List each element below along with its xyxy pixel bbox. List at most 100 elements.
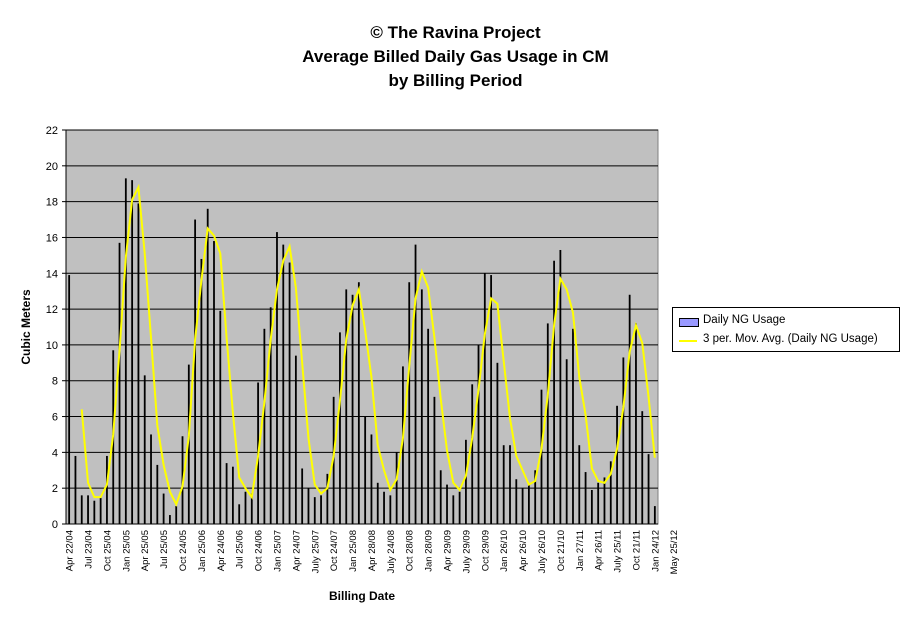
bar bbox=[515, 479, 518, 524]
bar bbox=[584, 472, 587, 524]
bar bbox=[653, 506, 656, 524]
bar bbox=[553, 260, 555, 524]
x-tick-label: Oct 24/05 bbox=[178, 530, 189, 571]
chart-title-line-2: Average Billed Daily Gas Usage in CM bbox=[302, 47, 609, 66]
bar bbox=[603, 477, 606, 524]
x-tick-label: Jan 25/08 bbox=[348, 530, 359, 572]
bar bbox=[383, 491, 385, 524]
bar bbox=[420, 289, 423, 524]
legend-label-line: 3 per. Mov. Avg. (Daily NG Usage) bbox=[703, 333, 878, 345]
x-tick-label: Oct 21/10 bbox=[556, 530, 567, 571]
x-tick-label: July 25/07 bbox=[310, 530, 321, 573]
bar bbox=[534, 470, 537, 524]
bar bbox=[452, 495, 455, 524]
bar bbox=[376, 482, 379, 524]
y-tick-label: 16 bbox=[46, 232, 58, 244]
bar bbox=[339, 332, 341, 524]
bar bbox=[483, 273, 486, 524]
x-tick-label: Oct 25/04 bbox=[102, 530, 113, 571]
bar bbox=[402, 366, 404, 524]
bar bbox=[106, 455, 108, 524]
y-tick-label: 6 bbox=[52, 412, 58, 424]
x-tick-label: Jan 27/11 bbox=[575, 530, 586, 571]
bar bbox=[490, 275, 493, 524]
x-tick-label: July 29/09 bbox=[461, 530, 472, 573]
bar bbox=[231, 466, 234, 524]
x-tick-label: Apr 22/04 bbox=[65, 530, 76, 571]
bar bbox=[527, 484, 530, 524]
bar bbox=[307, 488, 310, 524]
gridlines bbox=[66, 129, 658, 489]
y-axis-title: Cubic Meters bbox=[19, 289, 33, 365]
y-tick-label: 10 bbox=[46, 340, 58, 352]
bar bbox=[357, 282, 360, 524]
bar bbox=[131, 180, 134, 525]
bar bbox=[169, 515, 171, 524]
y-tick-label: 18 bbox=[46, 197, 58, 209]
bar bbox=[521, 488, 524, 524]
bar bbox=[477, 344, 480, 524]
x-axis-ticks: Apr 22/04 Jul 23/04 Oct 25/04 Jan 25/05 Apr … bbox=[65, 530, 681, 574]
y-axis-ticks: 0 2 4 6 8 10 12 14 16 18 20 22 bbox=[46, 125, 66, 531]
bar bbox=[439, 470, 442, 524]
bar bbox=[118, 242, 121, 524]
x-tick-label: Apr 24/06 bbox=[216, 530, 227, 571]
bar bbox=[609, 461, 612, 524]
bar bbox=[458, 491, 461, 524]
x-tick-label: Jan 28/09 bbox=[424, 530, 435, 572]
bar bbox=[263, 328, 266, 524]
bar bbox=[80, 495, 83, 524]
bar bbox=[194, 219, 197, 524]
bar bbox=[370, 434, 373, 524]
bar bbox=[250, 493, 253, 524]
bar bbox=[496, 362, 499, 524]
bar bbox=[559, 249, 562, 524]
x-tick-label: Apr 29/09 bbox=[443, 530, 454, 571]
bar bbox=[565, 359, 568, 524]
legend: Daily NG Usage 3 per. Mov. Avg. (Daily N… bbox=[672, 307, 900, 352]
x-tick-label: Oct 24/07 bbox=[329, 530, 340, 571]
bar bbox=[546, 323, 549, 524]
bar bbox=[269, 307, 272, 524]
bar bbox=[124, 178, 127, 524]
bar bbox=[351, 294, 354, 524]
chart-title-line-1: © The Ravina Project bbox=[370, 23, 541, 42]
y-tick-label: 22 bbox=[46, 125, 58, 137]
x-tick-label: Oct 24/06 bbox=[254, 530, 265, 571]
plot-area bbox=[65, 129, 659, 525]
bar bbox=[427, 328, 430, 524]
legend-swatch-bar bbox=[679, 318, 699, 327]
bar bbox=[647, 454, 650, 524]
x-tick-label: Oct 29/09 bbox=[480, 530, 491, 571]
bar bbox=[219, 310, 222, 524]
x-tick-label: Jul 25/05 bbox=[159, 530, 170, 569]
bar bbox=[187, 364, 190, 524]
x-tick-label: Apr 28/08 bbox=[367, 530, 378, 571]
x-tick-label: Oct 28/08 bbox=[405, 530, 416, 571]
y-tick-label: 2 bbox=[52, 483, 58, 495]
bar bbox=[276, 232, 278, 524]
bar bbox=[471, 384, 474, 524]
x-tick-label: Jan 25/05 bbox=[121, 530, 132, 572]
bar bbox=[395, 452, 398, 524]
bar bbox=[364, 416, 367, 524]
bar bbox=[641, 411, 644, 524]
chart-title-line-3: by Billing Period bbox=[388, 71, 523, 90]
y-tick-label: 20 bbox=[46, 161, 58, 173]
bar bbox=[301, 468, 304, 524]
bar bbox=[622, 357, 625, 524]
x-tick-label: Jan 25/06 bbox=[197, 530, 208, 572]
x-tick-label: Jan 26/10 bbox=[499, 530, 510, 572]
bar bbox=[408, 282, 411, 524]
y-tick-label: 14 bbox=[46, 268, 58, 280]
bar bbox=[87, 495, 89, 524]
bar bbox=[465, 439, 467, 524]
bar bbox=[99, 497, 102, 524]
moving-average-line bbox=[80, 183, 656, 507]
bar bbox=[68, 275, 71, 524]
x-tick-label: May 25/12 bbox=[669, 530, 680, 574]
bar bbox=[162, 493, 165, 524]
bar bbox=[446, 484, 448, 524]
bar bbox=[345, 289, 348, 524]
